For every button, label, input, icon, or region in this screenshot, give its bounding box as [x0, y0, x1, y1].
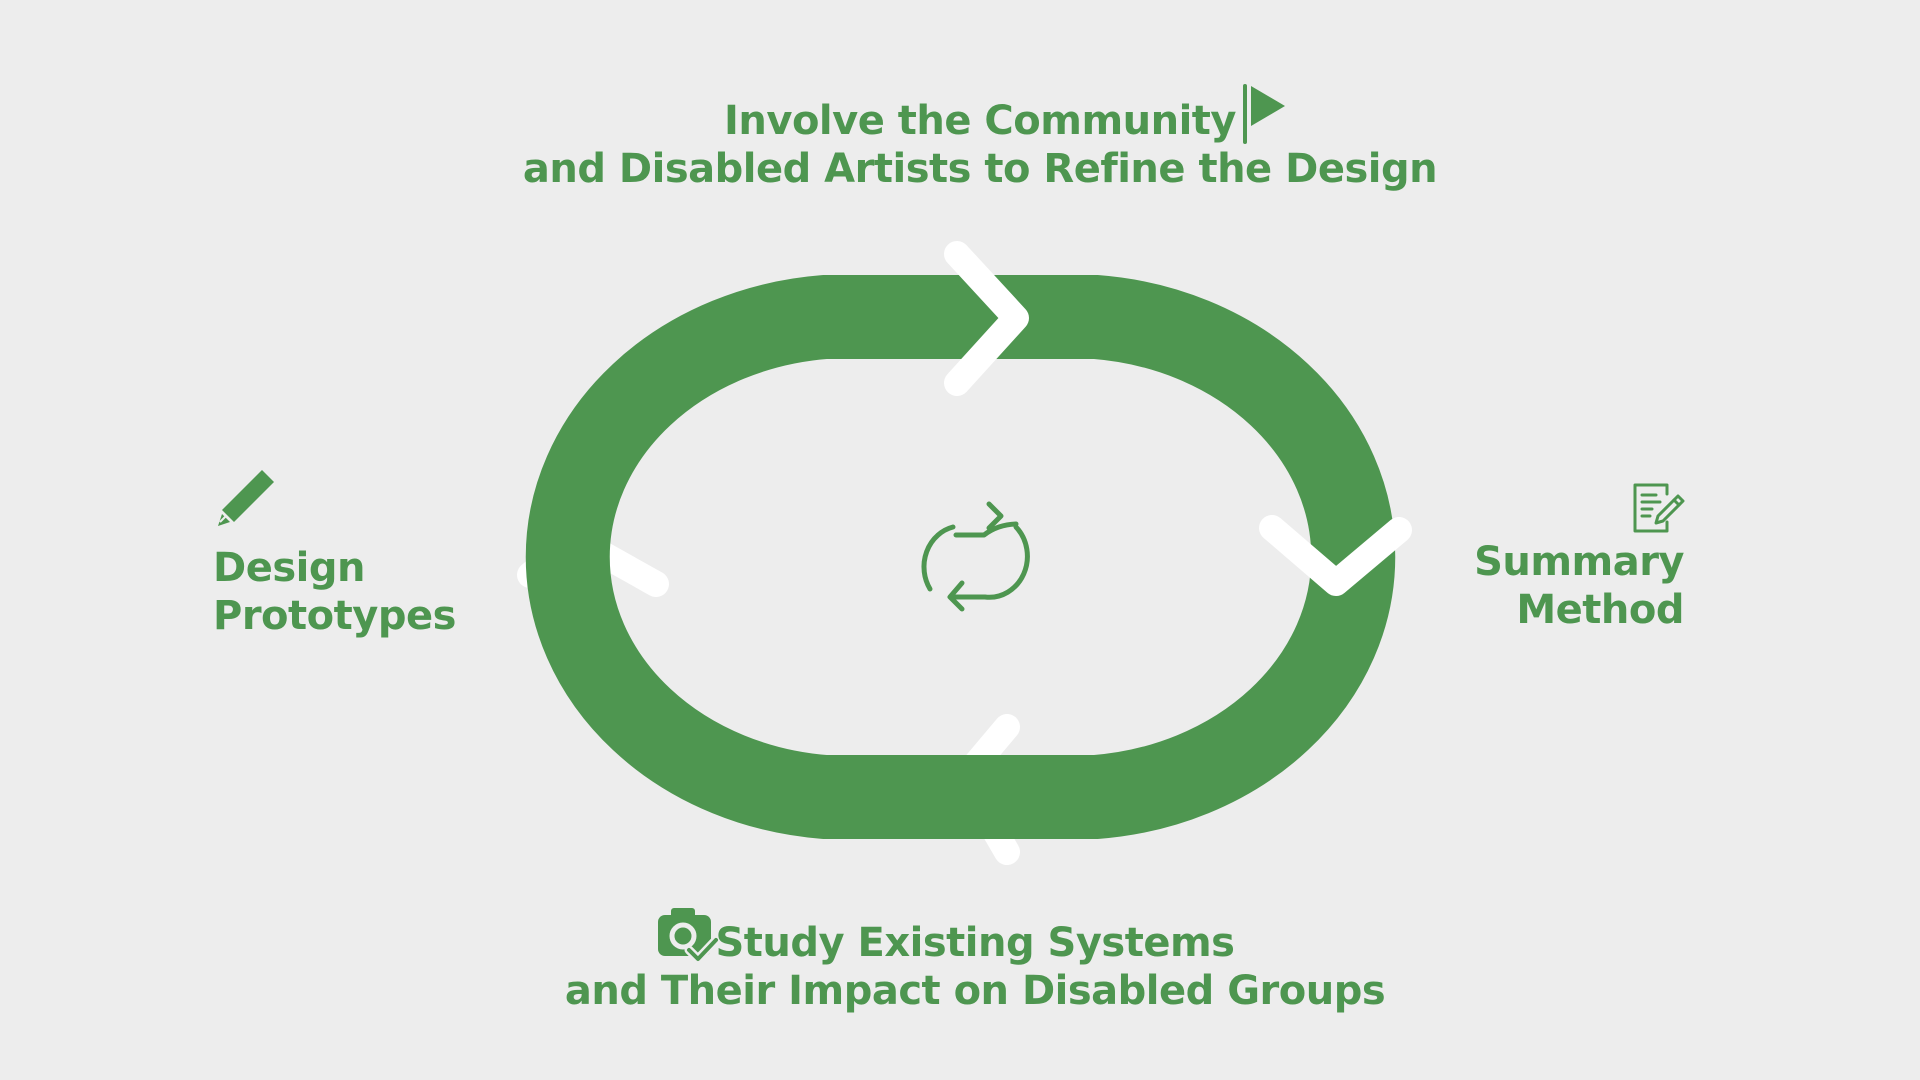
step-left-line1: Design [213, 545, 365, 591]
step-label-top: Involve the Community and Disabled Artis… [0, 97, 1920, 193]
step-top-line1: Involve the Community [724, 98, 1236, 144]
cycle-ring [525, 275, 1396, 839]
step-bottom-line1: Study Existing Systems [715, 920, 1235, 966]
step-right-line1: Summary [1474, 539, 1684, 585]
pencil-icon [218, 470, 274, 526]
chevron-top [944, 241, 1029, 396]
step-top-line2: and Disabled Artists to Refine the Desig… [522, 146, 1438, 192]
step-bottom-line2: and Their Impact on Disabled Groups [564, 968, 1386, 1014]
step-right-line2: Method [1516, 587, 1684, 633]
flag-icon [1243, 84, 1285, 144]
camera-check-icon [658, 908, 720, 964]
notes-with-pencil-icon [1633, 483, 1685, 533]
step-label-bottom: Study Existing Systems and Their Impact … [0, 919, 1920, 1015]
step-label-right: Summary Method [1300, 538, 1684, 634]
step-label-left: Design Prototypes [213, 544, 456, 640]
chevron-right [1259, 515, 1412, 596]
step-left-line2: Prototypes [213, 593, 456, 639]
repeat-cycle-icon [921, 501, 1030, 612]
